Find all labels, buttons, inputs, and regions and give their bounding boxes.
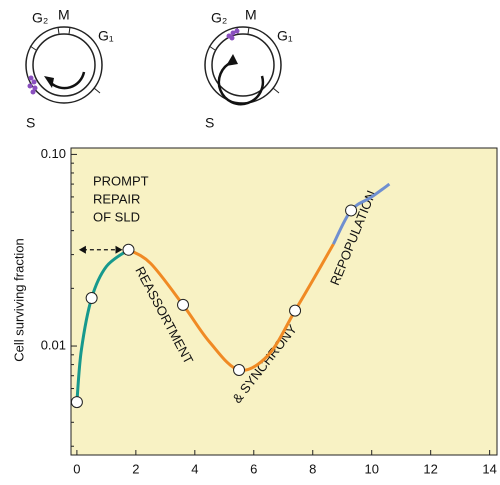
x-tick-label: 14 (482, 461, 496, 476)
data-point (289, 304, 302, 317)
divider (29, 45, 37, 51)
data-point (177, 298, 190, 311)
divider (93, 87, 101, 94)
ring-inner (211, 33, 275, 97)
phase-label: G₂ (32, 10, 48, 26)
phase-label: S (26, 115, 35, 131)
y-tick-label: 0.01 (41, 337, 66, 352)
x-tick-label: 6 (250, 461, 257, 476)
cells (226, 28, 240, 41)
phase-label: M (58, 7, 70, 23)
divider (247, 26, 250, 35)
curve (332, 182, 391, 245)
arrow-head (226, 54, 238, 66)
data-point (233, 363, 246, 376)
x-tick-label: 2 (132, 461, 139, 476)
divider (68, 26, 71, 35)
data-point (85, 292, 98, 305)
cycle-arrow (49, 71, 86, 90)
x-tick-label: 8 (309, 461, 316, 476)
cycle-diagram-2: G₂ M G₁ S (204, 7, 293, 131)
ring-outer (204, 26, 282, 104)
data-point (122, 243, 135, 256)
phase-label: G₁ (98, 28, 114, 44)
x-tick-label: 4 (191, 461, 198, 476)
x-tick-label: 12 (423, 461, 437, 476)
phase-label: M (245, 7, 257, 23)
divider (208, 45, 216, 51)
annotation: REPAIR (93, 191, 140, 206)
arrow-head (115, 245, 123, 254)
x-tick-label: 10 (364, 461, 378, 476)
divider (272, 87, 280, 94)
divider (57, 26, 60, 35)
phase-label: G₂ (211, 10, 227, 26)
cycle-arrow (217, 60, 265, 106)
x-tick-label: 0 (73, 461, 80, 476)
data-point (70, 396, 83, 409)
phase-label: S (205, 115, 214, 131)
data-point (345, 204, 358, 217)
cycle-diagram-1: G₂ M G₁ S (25, 7, 114, 131)
annotation: PROMPT (93, 173, 149, 188)
arrow-head (44, 76, 54, 88)
ring-outer (25, 26, 103, 104)
annotation: OF SLD (93, 209, 140, 224)
cells (27, 75, 38, 95)
phase-label: G₁ (277, 28, 293, 44)
y-tick-label: 0.10 (41, 146, 66, 161)
arrow-head (78, 245, 86, 254)
plot-area (70, 147, 498, 456)
ring-inner (32, 33, 96, 97)
y-axis-label: Cell surviving fraction (11, 238, 26, 362)
